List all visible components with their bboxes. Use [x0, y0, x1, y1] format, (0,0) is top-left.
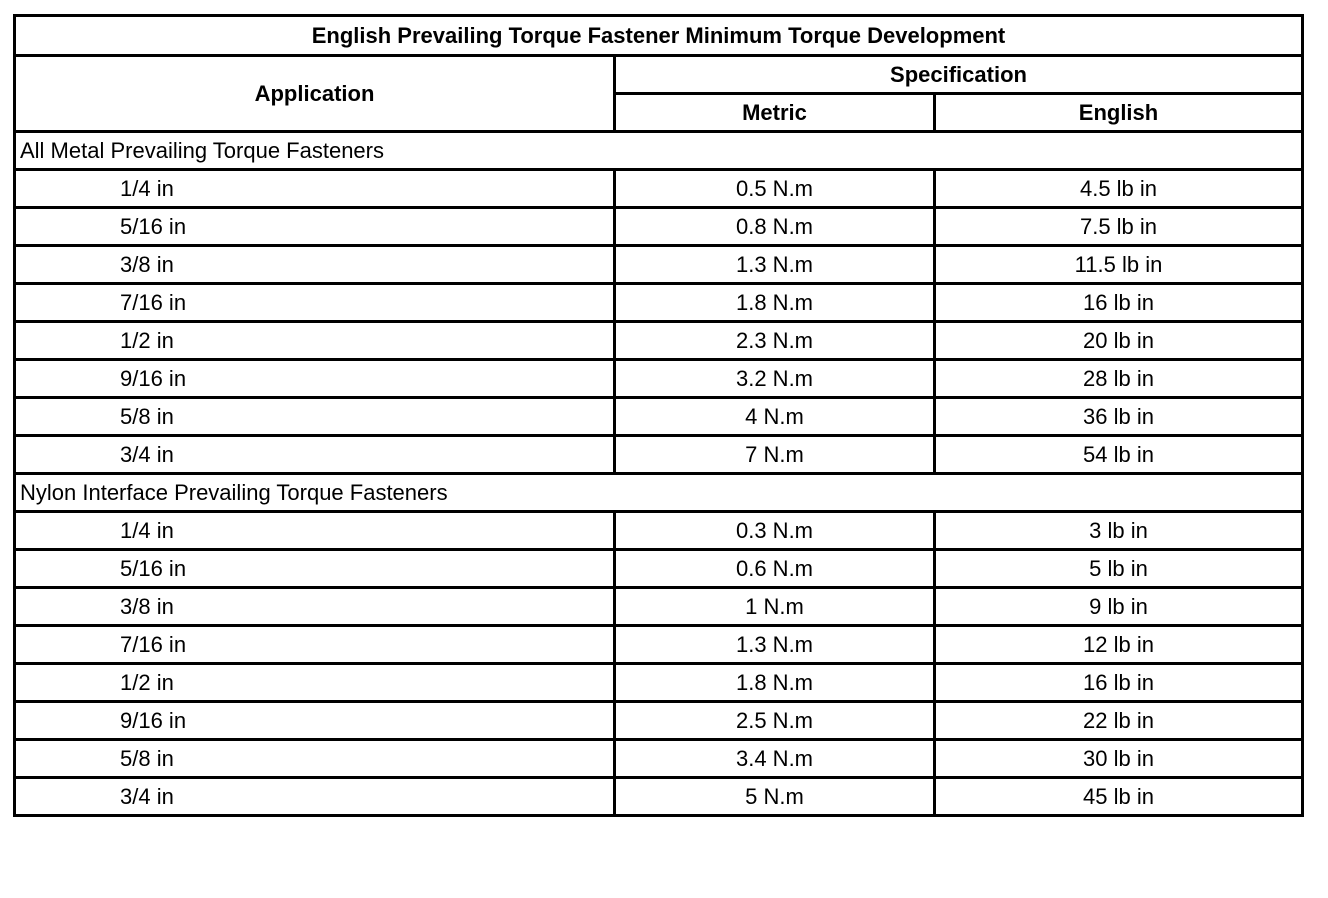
fastener-size-cell: 3/8 in — [13, 586, 616, 627]
english-value-cell: 12 lb in — [933, 624, 1304, 665]
table-row: 1/4 in 0.5 N.m 4.5 lb in — [13, 168, 1304, 209]
metric-value-cell: 3.4 N.m — [613, 738, 936, 779]
english-value-cell: 45 lb in — [933, 776, 1304, 817]
fastener-size-cell: 5/8 in — [13, 396, 616, 437]
metric-value-cell: 1.8 N.m — [613, 282, 936, 323]
group-row: Nylon Interface Prevailing Torque Fasten… — [13, 472, 1304, 513]
fastener-size-cell: 7/16 in — [13, 624, 616, 665]
fastener-size-cell: 5/16 in — [13, 206, 616, 247]
english-value-cell: 3 lb in — [933, 510, 1304, 551]
table-row: 9/16 in 2.5 N.m 22 lb in — [13, 700, 1304, 741]
table-row: 7/16 in 1.8 N.m 16 lb in — [13, 282, 1304, 323]
english-value-cell: 30 lb in — [933, 738, 1304, 779]
metric-value-cell: 1 N.m — [613, 586, 936, 627]
group-row: All Metal Prevailing Torque Fasteners — [13, 130, 1304, 171]
english-value-cell: 5 lb in — [933, 548, 1304, 589]
fastener-size-cell: 1/4 in — [13, 510, 616, 551]
header-english: English — [933, 92, 1304, 133]
english-value-cell: 16 lb in — [933, 662, 1304, 703]
fastener-size-cell: 3/8 in — [13, 244, 616, 285]
metric-value-cell: 0.3 N.m — [613, 510, 936, 551]
fastener-size-cell: 1/4 in — [13, 168, 616, 209]
metric-value-cell: 1.8 N.m — [613, 662, 936, 703]
header-application: Application — [13, 54, 616, 133]
table-body: All Metal Prevailing Torque Fasteners 1/4… — [13, 130, 1304, 817]
header-specification: Specification — [613, 54, 1304, 95]
fastener-size-cell: 1/2 in — [13, 320, 616, 361]
english-value-cell: 54 lb in — [933, 434, 1304, 475]
header-metric: Metric — [613, 92, 936, 133]
metric-value-cell: 1.3 N.m — [613, 244, 936, 285]
table-row: 5/16 in 0.8 N.m 7.5 lb in — [13, 206, 1304, 247]
fastener-size-cell: 9/16 in — [13, 358, 616, 399]
metric-value-cell: 0.6 N.m — [613, 548, 936, 589]
group-heading: Nylon Interface Prevailing Torque Fasten… — [13, 472, 1304, 513]
fastener-size-cell: 7/16 in — [13, 282, 616, 323]
metric-value-cell: 2.5 N.m — [613, 700, 936, 741]
metric-value-cell: 2.3 N.m — [613, 320, 936, 361]
table-row: 5/16 in 0.6 N.m 5 lb in — [13, 548, 1304, 589]
table-row: 1/4 in 0.3 N.m 3 lb in — [13, 510, 1304, 551]
fastener-size-cell: 5/16 in — [13, 548, 616, 589]
english-value-cell: 7.5 lb in — [933, 206, 1304, 247]
metric-value-cell: 3.2 N.m — [613, 358, 936, 399]
fastener-size-cell: 3/4 in — [13, 776, 616, 817]
english-value-cell: 4.5 lb in — [933, 168, 1304, 209]
group-heading: All Metal Prevailing Torque Fasteners — [13, 130, 1304, 171]
metric-value-cell: 5 N.m — [613, 776, 936, 817]
english-value-cell: 9 lb in — [933, 586, 1304, 627]
torque-spec-table: English Prevailing Torque Fastener Minim… — [13, 14, 1304, 817]
table-row: 3/8 in 1 N.m 9 lb in — [13, 586, 1304, 627]
table-row: 9/16 in 3.2 N.m 28 lb in — [13, 358, 1304, 399]
metric-value-cell: 7 N.m — [613, 434, 936, 475]
table-title: English Prevailing Torque Fastener Minim… — [13, 14, 1304, 57]
fastener-size-cell: 3/4 in — [13, 434, 616, 475]
english-value-cell: 20 lb in — [933, 320, 1304, 361]
fastener-size-cell: 5/8 in — [13, 738, 616, 779]
metric-value-cell: 4 N.m — [613, 396, 936, 437]
table-row: 1/2 in 2.3 N.m 20 lb in — [13, 320, 1304, 361]
english-value-cell: 22 lb in — [933, 700, 1304, 741]
metric-value-cell: 1.3 N.m — [613, 624, 936, 665]
table-row: 1/2 in 1.8 N.m 16 lb in — [13, 662, 1304, 703]
fastener-size-cell: 1/2 in — [13, 662, 616, 703]
english-value-cell: 36 lb in — [933, 396, 1304, 437]
english-value-cell: 16 lb in — [933, 282, 1304, 323]
metric-value-cell: 0.8 N.m — [613, 206, 936, 247]
english-value-cell: 28 lb in — [933, 358, 1304, 399]
table-row: 3/4 in 5 N.m 45 lb in — [13, 776, 1304, 817]
english-value-cell: 11.5 lb in — [933, 244, 1304, 285]
table-row: 3/4 in 7 N.m 54 lb in — [13, 434, 1304, 475]
fastener-size-cell: 9/16 in — [13, 700, 616, 741]
table-row: 5/8 in 3.4 N.m 30 lb in — [13, 738, 1304, 779]
metric-value-cell: 0.5 N.m — [613, 168, 936, 209]
table-row: 3/8 in 1.3 N.m 11.5 lb in — [13, 244, 1304, 285]
table-row: 5/8 in 4 N.m 36 lb in — [13, 396, 1304, 437]
table-row: 7/16 in 1.3 N.m 12 lb in — [13, 624, 1304, 665]
